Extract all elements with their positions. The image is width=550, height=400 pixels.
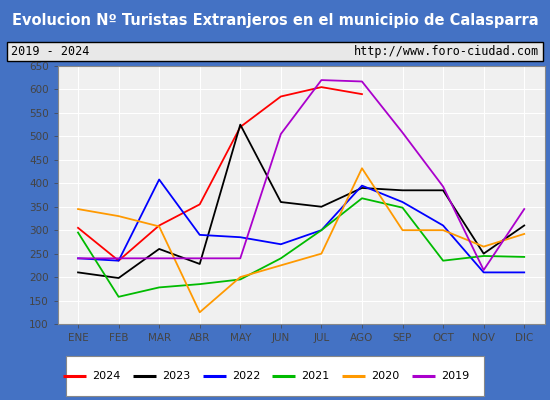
Text: Evolucion Nº Turistas Extranjeros en el municipio de Calasparra: Evolucion Nº Turistas Extranjeros en el … [12,14,538,28]
Text: 2019 - 2024: 2019 - 2024 [11,45,89,58]
Text: http://www.foro-ciudad.com: http://www.foro-ciudad.com [354,45,539,58]
FancyBboxPatch shape [7,42,543,61]
Text: 2022: 2022 [232,371,260,381]
Text: 2020: 2020 [371,371,399,381]
Text: 2019: 2019 [441,371,469,381]
Text: 2023: 2023 [162,371,190,381]
FancyBboxPatch shape [66,356,484,396]
Text: 2024: 2024 [92,371,121,381]
Text: 2021: 2021 [301,371,329,381]
